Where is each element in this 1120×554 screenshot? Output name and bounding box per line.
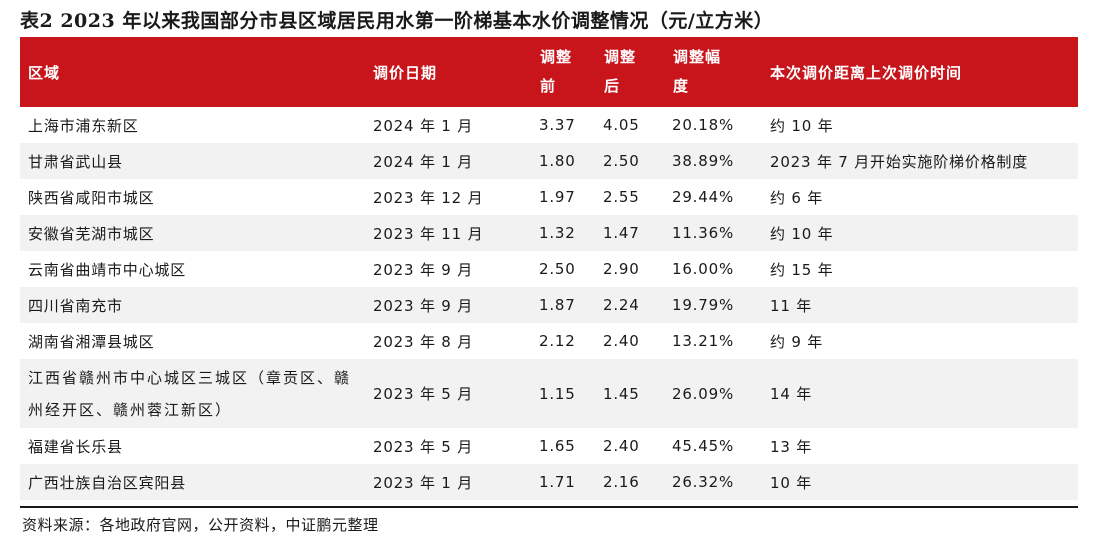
cell-interval: 13 年 <box>770 437 813 456</box>
cell-after: 2.50 <box>603 152 640 170</box>
cell-date: 2023 年 1 月 <box>373 473 474 492</box>
cell-change: 29.44% <box>672 188 734 206</box>
cell-after: 2.16 <box>603 473 640 491</box>
cell-region: 广西壮族自治区宾阳县 <box>28 473 187 492</box>
cell-interval: 2023 年 7 月开始实施阶梯价格制度 <box>770 152 1029 171</box>
cell-region: 陕西省咸阳市城区 <box>28 188 155 207</box>
cell-date: 2024 年 1 月 <box>373 152 474 171</box>
cell-interval: 约 15 年 <box>770 260 834 279</box>
cell-date: 2023 年 11 月 <box>373 224 484 243</box>
cell-before: 1.80 <box>539 152 576 170</box>
table-row: 陕西省咸阳市城区 2023 年 12 月 1.97 2.55 29.44% 约 … <box>20 179 1078 215</box>
cell-before: 1.15 <box>539 384 576 403</box>
table-row: 广西壮族自治区宾阳县 2023 年 1 月 1.71 2.16 26.32% 1… <box>20 464 1078 500</box>
cell-interval: 14 年 <box>770 385 813 403</box>
cell-date: 2023 年 5 月 <box>373 437 474 456</box>
header-before: 调整前 <box>540 48 573 95</box>
cell-change: 13.21% <box>672 332 734 350</box>
table-row: 云南省曲靖市中心城区 2023 年 9 月 2.50 2.90 16.00% 约… <box>20 251 1078 287</box>
cell-before: 1.71 <box>539 473 576 491</box>
cell-region: 甘肃省武山县 <box>28 152 123 171</box>
header-row: 区域 调价日期 调整前 调整后 调整幅度 本次调价距离上次调价时间 <box>20 37 1078 107</box>
water-price-table: 区域 调价日期 调整前 调整后 调整幅度 本次调价距离上次调价时间 上海市浦东新… <box>20 37 1078 500</box>
cell-region: 云南省曲靖市中心城区 <box>28 260 187 279</box>
table-row: 江西省赣州市中心城区三城区（章贡区、赣州经开区、赣州蓉江新区） 2023 年 5… <box>20 359 1078 428</box>
header-change: 调整幅度 <box>673 48 722 95</box>
cell-region: 上海市浦东新区 <box>28 116 139 135</box>
cell-region: 安徽省芜湖市城区 <box>28 224 155 243</box>
header-date: 调价日期 <box>373 63 438 82</box>
cell-interval: 约 6 年 <box>770 188 824 207</box>
cell-before: 3.37 <box>539 116 576 134</box>
cell-after: 1.47 <box>603 224 640 242</box>
cell-before: 2.50 <box>539 260 576 278</box>
header-interval: 本次调价距离上次调价时间 <box>770 63 963 82</box>
table-title: 表2 2023 年以来我国部分市县区域居民用水第一阶梯基本水价调整情况（元/立方… <box>20 10 774 32</box>
cell-change: 38.89% <box>672 152 734 170</box>
cell-date: 2023 年 9 月 <box>373 296 474 315</box>
cell-date: 2023 年 8 月 <box>373 332 474 351</box>
cell-change: 11.36% <box>672 224 734 242</box>
cell-before: 1.97 <box>539 188 576 206</box>
cell-region: 四川省南充市 <box>28 296 123 315</box>
table-row: 四川省南充市 2023 年 9 月 1.87 2.24 19.79% 11 年 <box>20 287 1078 323</box>
cell-before: 2.12 <box>539 332 576 350</box>
cell-interval: 约 9 年 <box>770 332 824 351</box>
cell-change: 26.09% <box>672 384 734 403</box>
cell-interval: 11 年 <box>770 296 813 315</box>
cell-interval: 约 10 年 <box>770 224 834 243</box>
table-row: 福建省长乐县 2023 年 5 月 1.65 2.40 45.45% 13 年 <box>20 428 1078 464</box>
cell-after: 2.90 <box>603 260 640 278</box>
cell-before: 1.65 <box>539 437 576 455</box>
table-row: 甘肃省武山县 2024 年 1 月 1.80 2.50 38.89% 2023 … <box>20 143 1078 179</box>
cell-interval: 约 10 年 <box>770 116 834 135</box>
cell-after: 1.45 <box>603 384 640 403</box>
cell-region: 湖南省湘潭县城区 <box>28 332 155 351</box>
cell-region: 江西省赣州市中心城区三城区（章贡区、赣州经开区、赣州蓉江新区） <box>28 368 352 419</box>
cell-date: 2024 年 1 月 <box>373 116 474 135</box>
source-note: 资料来源：各地政府官网，公开资料，中证鹏元整理 <box>22 516 379 534</box>
cell-region: 福建省长乐县 <box>28 437 123 456</box>
cell-change: 26.32% <box>672 473 734 491</box>
cell-date: 2023 年 5 月 <box>373 385 474 403</box>
cell-after: 2.40 <box>603 437 640 455</box>
cell-before: 1.87 <box>539 296 576 314</box>
cell-after: 2.55 <box>603 188 640 206</box>
cell-after: 2.40 <box>603 332 640 350</box>
cell-change: 16.00% <box>672 260 734 278</box>
table-row: 安徽省芜湖市城区 2023 年 11 月 1.32 1.47 11.36% 约 … <box>20 215 1078 251</box>
table-row: 上海市浦东新区 2024 年 1 月 3.37 4.05 20.18% 约 10… <box>20 107 1078 143</box>
header-region: 区域 <box>28 63 61 82</box>
table-row: 湖南省湘潭县城区 2023 年 8 月 2.12 2.40 13.21% 约 9… <box>20 323 1078 359</box>
cell-change: 45.45% <box>672 437 734 455</box>
table-bottom-rule <box>20 506 1078 508</box>
cell-interval: 10 年 <box>770 473 813 492</box>
cell-change: 20.18% <box>672 116 734 134</box>
cell-after: 2.24 <box>603 296 640 314</box>
header-after: 调整后 <box>604 48 637 95</box>
cell-change: 19.79% <box>672 296 734 314</box>
cell-before: 1.32 <box>539 224 576 242</box>
cell-after: 4.05 <box>603 116 640 134</box>
cell-date: 2023 年 12 月 <box>373 188 484 207</box>
cell-date: 2023 年 9 月 <box>373 260 474 279</box>
